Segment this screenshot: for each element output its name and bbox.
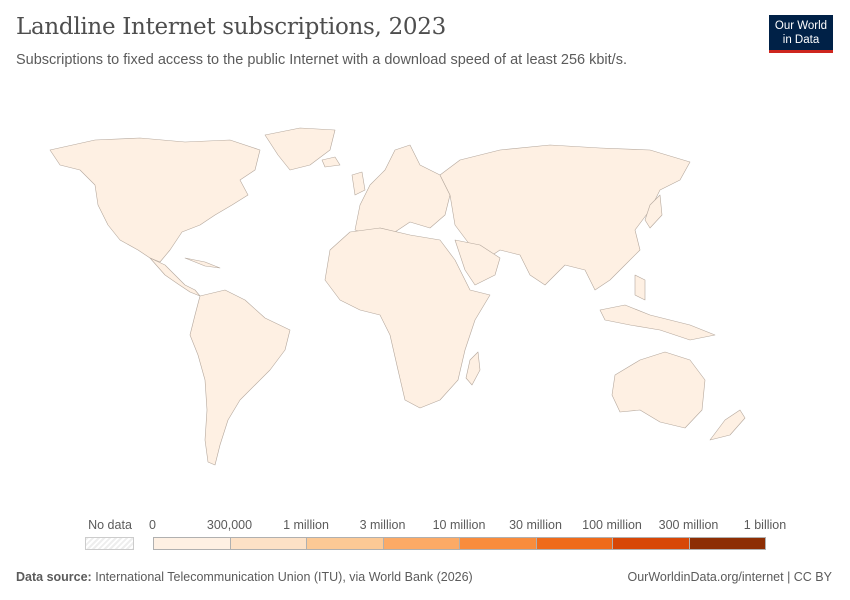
caribbean-cuba	[184, 257, 221, 269]
south-america	[189, 289, 291, 466]
uk	[351, 171, 366, 196]
chart-subtitle: Subscriptions to fixed access to the pub…	[16, 52, 627, 68]
greenland	[264, 127, 336, 171]
madagascar	[465, 351, 481, 386]
central-america	[149, 257, 201, 297]
legend-bin[interactable]	[459, 537, 537, 550]
southeast-asia-islands	[599, 304, 716, 341]
legend-tick-label: 1 billion	[743, 518, 787, 532]
legend-bin[interactable]	[382, 537, 460, 550]
legend-bin[interactable]	[153, 537, 231, 550]
europe	[354, 144, 451, 236]
legend-tick-label: 0	[149, 518, 156, 532]
legend-tick-label: 300 million	[658, 518, 719, 532]
australia	[611, 351, 706, 429]
legend-bin[interactable]	[612, 537, 690, 550]
chart-title: Landline Internet subscriptions, 2023	[16, 14, 446, 40]
logo-line2: in Data	[782, 34, 820, 46]
iceland	[321, 156, 341, 168]
africa	[324, 227, 491, 409]
legend-bin[interactable]	[535, 537, 613, 550]
legend-tick-label: 30 million	[509, 518, 562, 532]
legend-bin[interactable]	[229, 537, 307, 550]
legend: No data 0 300,000 1 million 3 million 10 mil…	[0, 515, 850, 555]
footer-url[interactable]: OurWorldinData.org/internet | CC BY	[627, 570, 833, 584]
legend-bin[interactable]	[688, 537, 766, 550]
legend-tick-label: 300,000	[206, 518, 253, 532]
logo-line1: Our World	[774, 20, 828, 32]
source-text: International Telecommunication Union (I…	[95, 570, 473, 584]
legend-tick-label: 10 million	[432, 518, 486, 532]
world-map[interactable]	[0, 110, 850, 510]
philippines	[634, 274, 646, 301]
legend-tick-label: 1 million	[283, 518, 329, 532]
legend-tick-label: 3 million	[359, 518, 406, 532]
north-america	[49, 137, 261, 263]
legend-no-data-label: No data	[88, 518, 132, 532]
japan	[644, 194, 663, 229]
source-label: Data source:	[16, 570, 92, 584]
owid-logo[interactable]: Our World in Data	[769, 15, 833, 53]
new-zealand	[709, 409, 746, 441]
footer-source: Data source: International Telecommunica…	[16, 570, 473, 584]
legend-bin[interactable]	[306, 537, 384, 550]
legend-no-data-swatch[interactable]	[85, 537, 134, 550]
legend-tick-label: 100 million	[582, 518, 642, 532]
arabia	[454, 239, 501, 286]
